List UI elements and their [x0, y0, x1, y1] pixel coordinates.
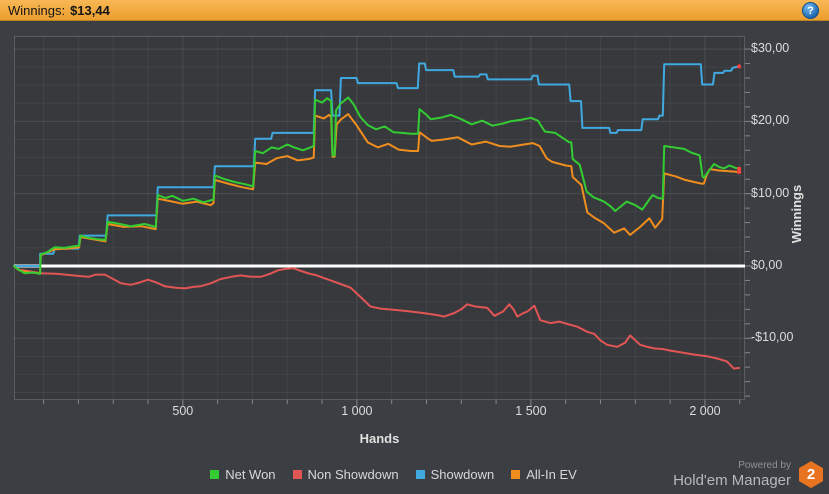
legend-label: Non Showdown	[307, 467, 399, 482]
legend-swatch-icon	[292, 470, 302, 479]
y-tick-label: $0,00	[751, 257, 783, 272]
series-end-marker	[737, 166, 742, 171]
winnings-value: $13,44	[70, 2, 110, 18]
series-end-marker	[737, 64, 742, 69]
legend-item-net-won: Net Won	[210, 467, 276, 482]
y-tick-label: $20,00	[751, 113, 790, 128]
x-tick-label: 500	[172, 404, 194, 418]
powered-by-footer: Powered by Hold'em Manager 2	[673, 460, 823, 489]
series-showdown	[13, 62, 741, 267]
series-end-marker	[737, 170, 742, 174]
legend-swatch-icon	[210, 470, 220, 479]
legend-label: Net Won	[225, 467, 276, 482]
hm2-logo-icon: 2	[799, 461, 823, 489]
footer-text: Powered by Hold'em Manager	[673, 460, 791, 489]
x-tick-label: 1 000	[341, 404, 373, 418]
legend-swatch-icon	[511, 470, 521, 479]
chart-legend: Net Won Non Showdown Showdown All-In EV	[0, 467, 829, 482]
winnings-header-bar: Winnings: $13,44	[0, 0, 829, 21]
x-tick-label: 2 000	[689, 404, 721, 418]
series-non-showdown	[13, 265, 741, 370]
legend-item-showdown: Showdown	[415, 467, 495, 482]
x-tick-label: 1 500	[515, 404, 547, 418]
y-tick-label: -$10,00	[751, 330, 794, 345]
y-axis-title: Winnings	[789, 184, 804, 244]
brand-name: Hold'em Manager	[673, 471, 791, 489]
plot-border	[14, 36, 745, 400]
y-tick-label: $30,00	[751, 41, 790, 56]
y-tick-label: $10,00	[751, 185, 790, 200]
series-net-won	[13, 96, 741, 275]
winnings-graph	[14, 36, 745, 400]
winnings-graph-canvas	[13, 36, 753, 406]
winnings-label: Winnings:	[8, 2, 66, 18]
legend-item-all-in-ev: All-In EV	[511, 467, 577, 482]
powered-by-label: Powered by	[738, 460, 791, 472]
legend-label: All-In EV	[526, 467, 577, 482]
x-axis-title: Hands	[359, 431, 400, 446]
help-icon[interactable]: ?	[802, 2, 819, 19]
legend-swatch-icon	[415, 470, 425, 479]
legend-item-non-showdown: Non Showdown	[292, 467, 399, 482]
legend-label: Showdown	[430, 467, 495, 482]
